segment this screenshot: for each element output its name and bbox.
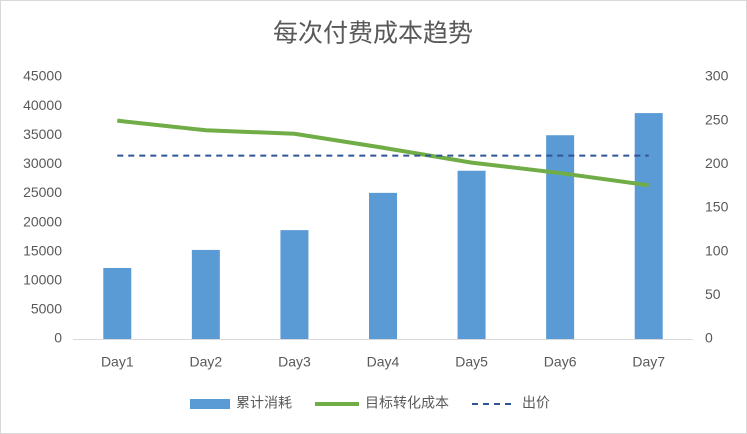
x-tick-label: Day6 <box>544 354 577 370</box>
y-tick-label: 20000 <box>23 213 62 229</box>
legend-swatch <box>190 399 230 409</box>
legend-label: 累计消耗 <box>236 395 292 411</box>
y2-tick-label: 100 <box>705 242 729 258</box>
y-tick-label: 10000 <box>23 271 62 287</box>
x-tick-label: Day2 <box>190 354 223 370</box>
y2-tick-label: 250 <box>705 111 729 127</box>
y-tick-label: 15000 <box>23 242 62 258</box>
bar <box>191 249 220 339</box>
y2-tick-label: 50 <box>705 286 721 302</box>
y2-tick-label: 0 <box>705 330 713 346</box>
y-tick-label: 35000 <box>23 126 62 142</box>
y-tick-label: 40000 <box>23 97 62 113</box>
y-tick-label: 30000 <box>23 155 62 171</box>
x-tick-label: Day4 <box>367 354 400 370</box>
bar <box>103 267 132 339</box>
y2-tick-label: 150 <box>705 199 729 215</box>
bar <box>546 135 575 339</box>
x-tick-label: Day7 <box>632 354 665 370</box>
y-tick-label: 5000 <box>31 301 62 317</box>
x-tick-label: Day3 <box>278 354 311 370</box>
line <box>117 118 649 188</box>
y-tick-label: 0 <box>54 330 62 346</box>
y2-tick-label: 300 <box>705 68 729 84</box>
bar <box>634 113 663 339</box>
y-tick-label: 45000 <box>23 68 62 84</box>
legend-label: 目标转化成本 <box>365 395 449 411</box>
legend-label: 出价 <box>522 395 550 411</box>
x-tick-label: Day5 <box>455 354 488 370</box>
bar <box>280 230 309 339</box>
y-tick-label: 25000 <box>23 184 62 200</box>
bar <box>457 170 486 339</box>
x-tick-label: Day1 <box>101 354 134 370</box>
y2-tick-label: 200 <box>705 155 729 171</box>
bar <box>369 192 397 339</box>
chart-title: 每次付费成本趋势 <box>273 20 473 48</box>
